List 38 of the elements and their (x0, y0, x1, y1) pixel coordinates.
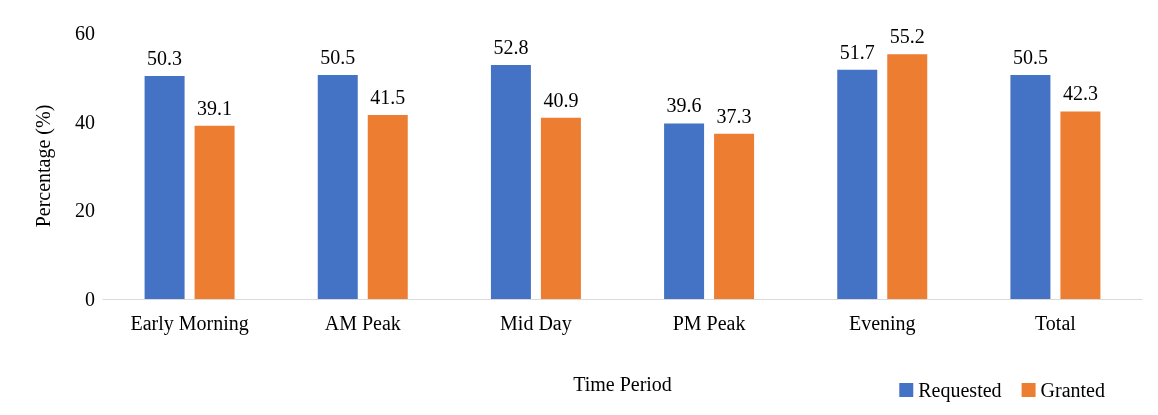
x-tick-label: AM Peak (324, 312, 401, 334)
data-label: 39.6 (666, 94, 702, 117)
bar (194, 125, 235, 299)
y-tick-label: 40 (75, 110, 95, 133)
data-label: 50.5 (320, 46, 356, 69)
bar (887, 54, 928, 299)
bar (664, 123, 705, 299)
bar (144, 76, 185, 299)
data-label: 40.9 (543, 88, 579, 111)
bar (837, 69, 878, 299)
y-axis-title: Percentage (%) (32, 104, 55, 228)
bar (317, 75, 358, 299)
bar (714, 133, 755, 299)
x-tick-label: Total (1035, 312, 1077, 334)
y-tick-label: 60 (75, 22, 95, 44)
x-axis-title: Time Period (573, 373, 672, 395)
bar (1060, 111, 1101, 299)
bar (1010, 75, 1051, 299)
x-tick-label: Early Morning (130, 312, 249, 335)
legend-label: Granted (1040, 379, 1106, 401)
x-tick-label: Mid Day (500, 312, 572, 335)
data-label: 51.7 (839, 40, 875, 63)
data-label: 39.1 (197, 96, 233, 119)
legend-label: Requested (918, 379, 1002, 402)
data-label: 41.5 (370, 86, 406, 109)
data-label: 37.3 (716, 104, 752, 127)
bar (490, 64, 531, 299)
data-label: 42.3 (1062, 82, 1098, 105)
bar (540, 117, 581, 299)
data-label: 50.3 (147, 47, 183, 69)
x-tick-label: PM Peak (672, 312, 746, 334)
data-label: 52.8 (493, 35, 529, 58)
data-label: 55.2 (889, 25, 925, 48)
data-label: 50.5 (1012, 46, 1048, 69)
y-tick-label: 20 (75, 199, 95, 222)
bar (367, 115, 408, 299)
y-tick-label: 0 (85, 288, 95, 310)
x-tick-label: Evening (848, 312, 916, 335)
